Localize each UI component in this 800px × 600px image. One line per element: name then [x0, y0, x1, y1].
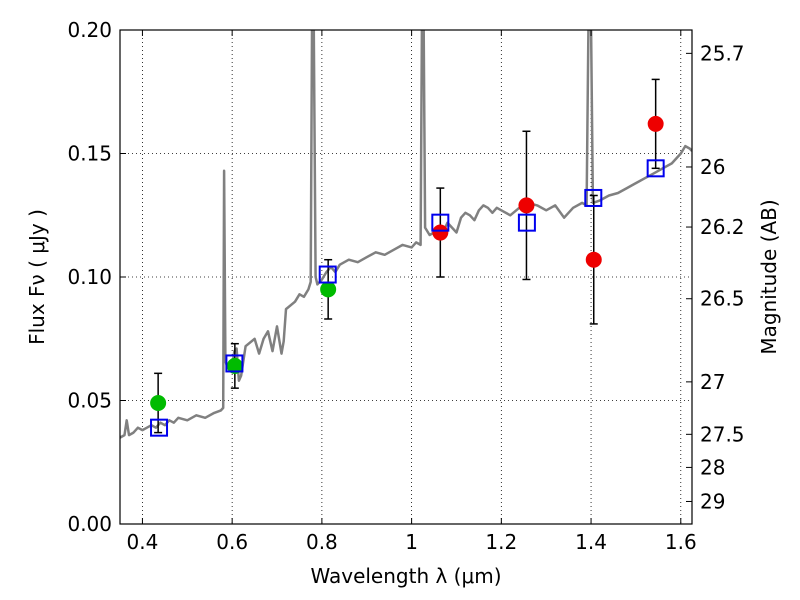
x-tick-label: 0.8 — [306, 530, 338, 554]
x-tick-label: 0.6 — [216, 530, 248, 554]
x-tick-label: 1.4 — [575, 530, 607, 554]
x-tick-label: 1.2 — [485, 530, 517, 554]
data-point — [585, 251, 602, 268]
x-tick-label: 1.6 — [665, 530, 697, 554]
model-point — [318, 265, 337, 284]
spectrum-line — [120, 30, 692, 439]
model-point — [646, 159, 665, 178]
grid-lines — [120, 29, 692, 525]
right-tick-label: 29 — [700, 489, 725, 513]
y-tick-label: 0.05 — [67, 389, 112, 413]
right-tick-label: 27.5 — [700, 422, 745, 446]
model-point — [584, 188, 603, 207]
x-axis-label: Wavelength λ (μm) — [310, 564, 501, 588]
y-axis-ticks: 0.00 0.05 0.10 0.15 0.20 — [67, 18, 126, 536]
right-axis-ticks: 25.7 26 26.2 26.5 27 27.5 28 29 — [686, 41, 745, 513]
data-point — [647, 115, 664, 132]
x-tick-label: 0.4 — [127, 530, 159, 554]
model-point — [150, 418, 169, 437]
model-spectrum — [120, 30, 692, 439]
x-axis-ticks: 0.4 0.6 0.8 1 1.2 1.4 1.6 — [127, 30, 697, 554]
right-tick-label: 28 — [700, 455, 725, 479]
y-tick-label: 0.10 — [67, 265, 112, 289]
model-point — [225, 354, 244, 373]
right-axis-label: Magnitude (AB) — [757, 199, 781, 354]
data-point — [150, 394, 167, 411]
right-tick-label: 27 — [700, 370, 725, 394]
y-tick-label: 0.15 — [67, 142, 112, 166]
data-markers — [150, 115, 665, 437]
plot-frame — [119, 29, 693, 525]
x-tick-label: 1 — [405, 530, 418, 554]
model-point — [517, 213, 536, 232]
y-axis-label: Flux Fν ( μJy ) — [25, 209, 49, 345]
error-bars — [154, 78, 660, 434]
data-point — [320, 281, 337, 298]
data-point — [226, 357, 243, 374]
y-tick-label: 0.20 — [67, 18, 112, 42]
y-tick-label: 0.00 — [67, 512, 112, 536]
data-point — [518, 197, 535, 214]
right-tick-label: 26.5 — [700, 287, 745, 311]
model-point — [431, 213, 450, 232]
data-point — [432, 224, 449, 241]
right-tick-label: 26.2 — [700, 215, 745, 239]
right-tick-label: 26 — [700, 155, 725, 179]
right-tick-label: 25.7 — [700, 41, 745, 65]
